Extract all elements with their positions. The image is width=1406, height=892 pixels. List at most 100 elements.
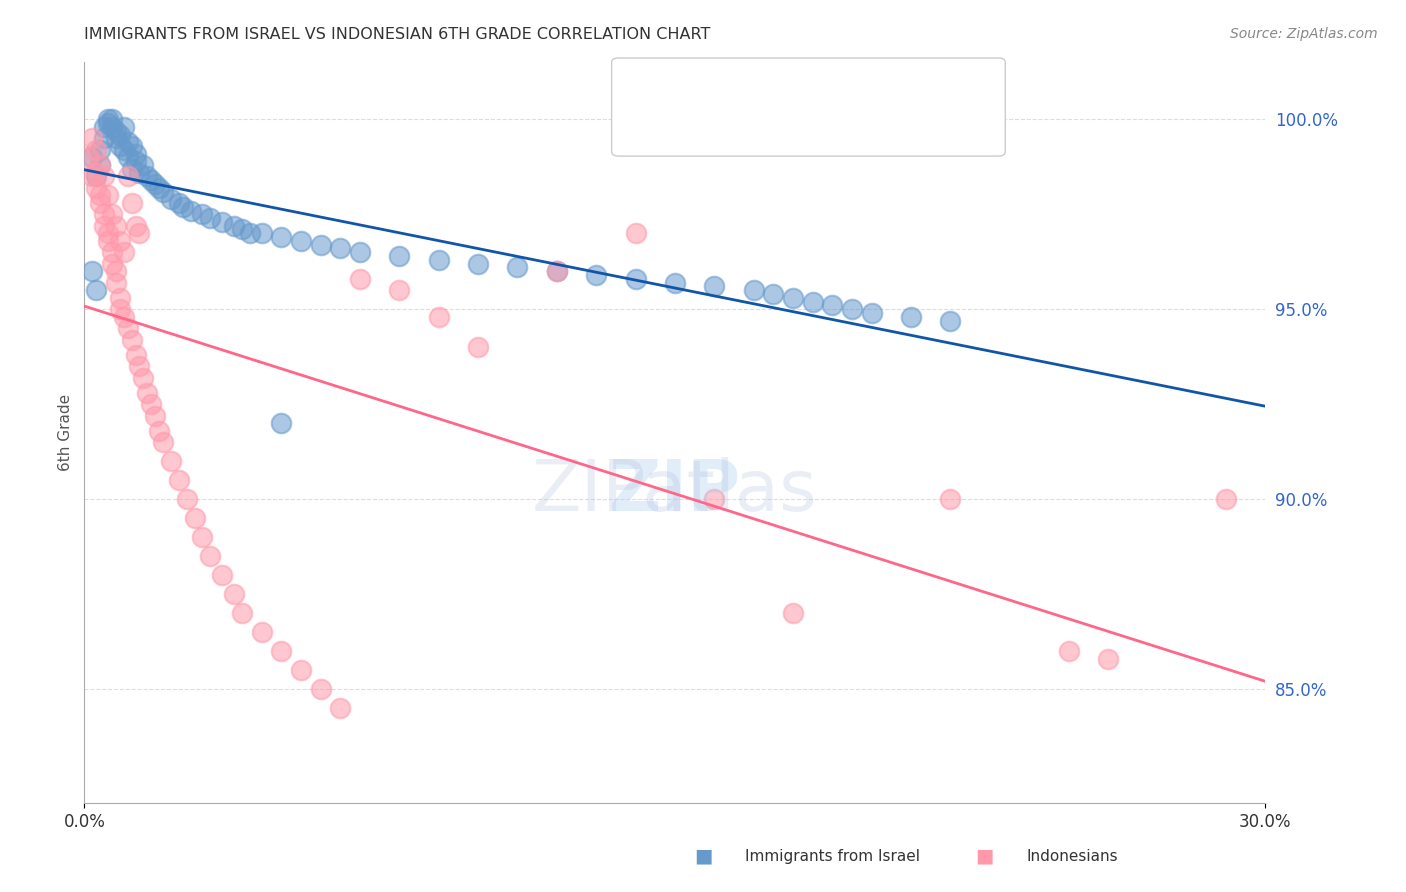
Point xyxy=(231,222,253,236)
Point xyxy=(97,227,120,241)
Point xyxy=(89,158,111,172)
Point xyxy=(585,268,607,282)
Text: ■: ■ xyxy=(974,847,994,866)
Point xyxy=(93,120,115,134)
Point xyxy=(141,173,163,187)
Point xyxy=(191,207,214,221)
Point xyxy=(132,158,155,172)
Point xyxy=(546,264,568,278)
Point xyxy=(128,165,150,179)
Point xyxy=(664,276,686,290)
Point xyxy=(104,124,127,138)
Point xyxy=(821,298,844,312)
Point xyxy=(148,424,170,438)
Point xyxy=(117,150,139,164)
Point xyxy=(703,491,725,506)
Text: Source: ZipAtlas.com: Source: ZipAtlas.com xyxy=(1230,27,1378,41)
Point xyxy=(290,663,312,677)
Point xyxy=(128,359,150,374)
Point xyxy=(239,227,262,241)
Point xyxy=(231,606,253,620)
Point xyxy=(93,169,115,184)
Point xyxy=(939,313,962,327)
Point xyxy=(136,169,159,184)
Point xyxy=(427,252,450,267)
Point xyxy=(82,150,104,164)
Text: ■: ■ xyxy=(693,847,713,866)
Point xyxy=(939,491,962,506)
Point xyxy=(93,207,115,221)
Text: Indonesians: Indonesians xyxy=(1026,849,1118,863)
Point xyxy=(101,112,124,127)
Text: ■: ■ xyxy=(636,78,654,97)
Point xyxy=(467,340,489,354)
Point xyxy=(104,276,127,290)
Point xyxy=(270,230,292,244)
Point xyxy=(104,219,127,233)
Point xyxy=(97,188,120,202)
Point xyxy=(136,385,159,400)
Point xyxy=(801,294,824,309)
Point xyxy=(762,287,785,301)
Point xyxy=(388,249,411,263)
Point xyxy=(97,234,120,248)
Point xyxy=(89,143,111,157)
Point xyxy=(183,511,205,525)
Point xyxy=(108,128,131,142)
Point xyxy=(148,180,170,194)
Point xyxy=(624,227,647,241)
Text: ZIP: ZIP xyxy=(609,458,741,526)
Text: Immigrants from Israel: Immigrants from Israel xyxy=(745,849,920,863)
Point xyxy=(82,131,104,145)
Point xyxy=(160,454,183,468)
Point xyxy=(101,245,124,260)
Point xyxy=(108,291,131,305)
Text: IMMIGRANTS FROM ISRAEL VS INDONESIAN 6TH GRADE CORRELATION CHART: IMMIGRANTS FROM ISRAEL VS INDONESIAN 6TH… xyxy=(84,27,711,42)
Point xyxy=(270,644,292,658)
Point xyxy=(167,195,190,210)
Point xyxy=(117,169,139,184)
Text: ZIPatlas: ZIPatlas xyxy=(531,458,818,526)
Point xyxy=(191,530,214,544)
Point xyxy=(93,131,115,145)
Point xyxy=(152,185,174,199)
Point xyxy=(467,257,489,271)
Point xyxy=(860,306,883,320)
Point xyxy=(124,154,146,169)
Point xyxy=(211,568,233,582)
Point xyxy=(89,158,111,172)
Point xyxy=(101,120,124,134)
Point xyxy=(132,370,155,384)
Point xyxy=(101,257,124,271)
Point xyxy=(160,192,183,206)
Text: ■: ■ xyxy=(636,111,654,130)
Point xyxy=(77,150,100,164)
Point xyxy=(250,227,273,241)
Point xyxy=(1215,491,1237,506)
Point xyxy=(121,333,143,347)
Point xyxy=(250,624,273,639)
Point xyxy=(108,302,131,317)
Point xyxy=(84,169,107,184)
Point xyxy=(270,416,292,430)
Point xyxy=(703,279,725,293)
Point xyxy=(152,435,174,450)
Point xyxy=(1057,644,1080,658)
Point xyxy=(143,177,166,191)
Point xyxy=(546,264,568,278)
Point xyxy=(841,302,863,317)
Y-axis label: 6th Grade: 6th Grade xyxy=(58,394,73,471)
Point xyxy=(108,234,131,248)
Point xyxy=(117,321,139,335)
Point xyxy=(121,161,143,176)
Point xyxy=(172,200,194,214)
Point xyxy=(117,135,139,149)
Point xyxy=(782,291,804,305)
Point xyxy=(84,283,107,297)
Point xyxy=(124,219,146,233)
Point xyxy=(84,143,107,157)
Point xyxy=(82,169,104,184)
Point xyxy=(1097,651,1119,665)
Point xyxy=(200,211,222,226)
Point xyxy=(104,131,127,145)
